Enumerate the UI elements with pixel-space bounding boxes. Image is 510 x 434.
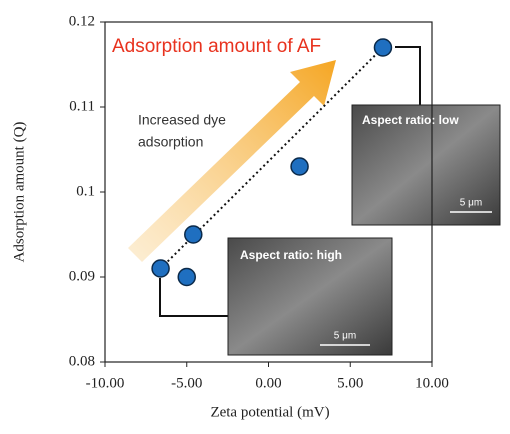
y-axis-title: Adsorption amount (Q) (11, 122, 27, 263)
trend-arrow (128, 60, 336, 262)
inset-low: Aspect ratio: low 5 μm (351, 104, 501, 226)
point (177, 267, 196, 287)
inset-label: Aspect ratio: high (240, 248, 342, 262)
point (151, 259, 170, 278)
scale-label: 5 μm (460, 198, 482, 209)
headline: Adsorption amount of AF (112, 36, 321, 57)
y-tick-label: 0.08 (69, 353, 95, 369)
x-tick-label: 5.00 (337, 375, 363, 391)
x-tick-label: 10.00 (415, 375, 449, 391)
inset-label: Aspect ratio: low (362, 113, 459, 127)
point (290, 157, 309, 176)
x-tick-label: -5.00 (171, 375, 202, 391)
trend-line (159, 46, 384, 270)
scale-label: 5 μm (334, 331, 356, 342)
inset-high: Aspect ratio: high 5 μm (227, 237, 393, 356)
y-tick-label: 0.09 (69, 268, 95, 284)
y-tick-label: 0.12 (69, 13, 95, 29)
x-axis-title: Zeta potential (mV) (210, 404, 329, 420)
y-tick-label: 0.1 (76, 183, 95, 199)
connector (159, 278, 228, 317)
point (373, 38, 393, 57)
sem-image (227, 237, 393, 356)
x-tick-label: -10.00 (86, 375, 125, 391)
y-tick-label: 0.11 (69, 98, 95, 114)
arrow-text: adsorption (138, 134, 203, 150)
point (184, 225, 203, 244)
x-tick-label: 0.00 (255, 375, 281, 391)
sem-image (351, 104, 501, 226)
arrow-text: Increased dye (138, 112, 226, 128)
connector (395, 46, 421, 105)
